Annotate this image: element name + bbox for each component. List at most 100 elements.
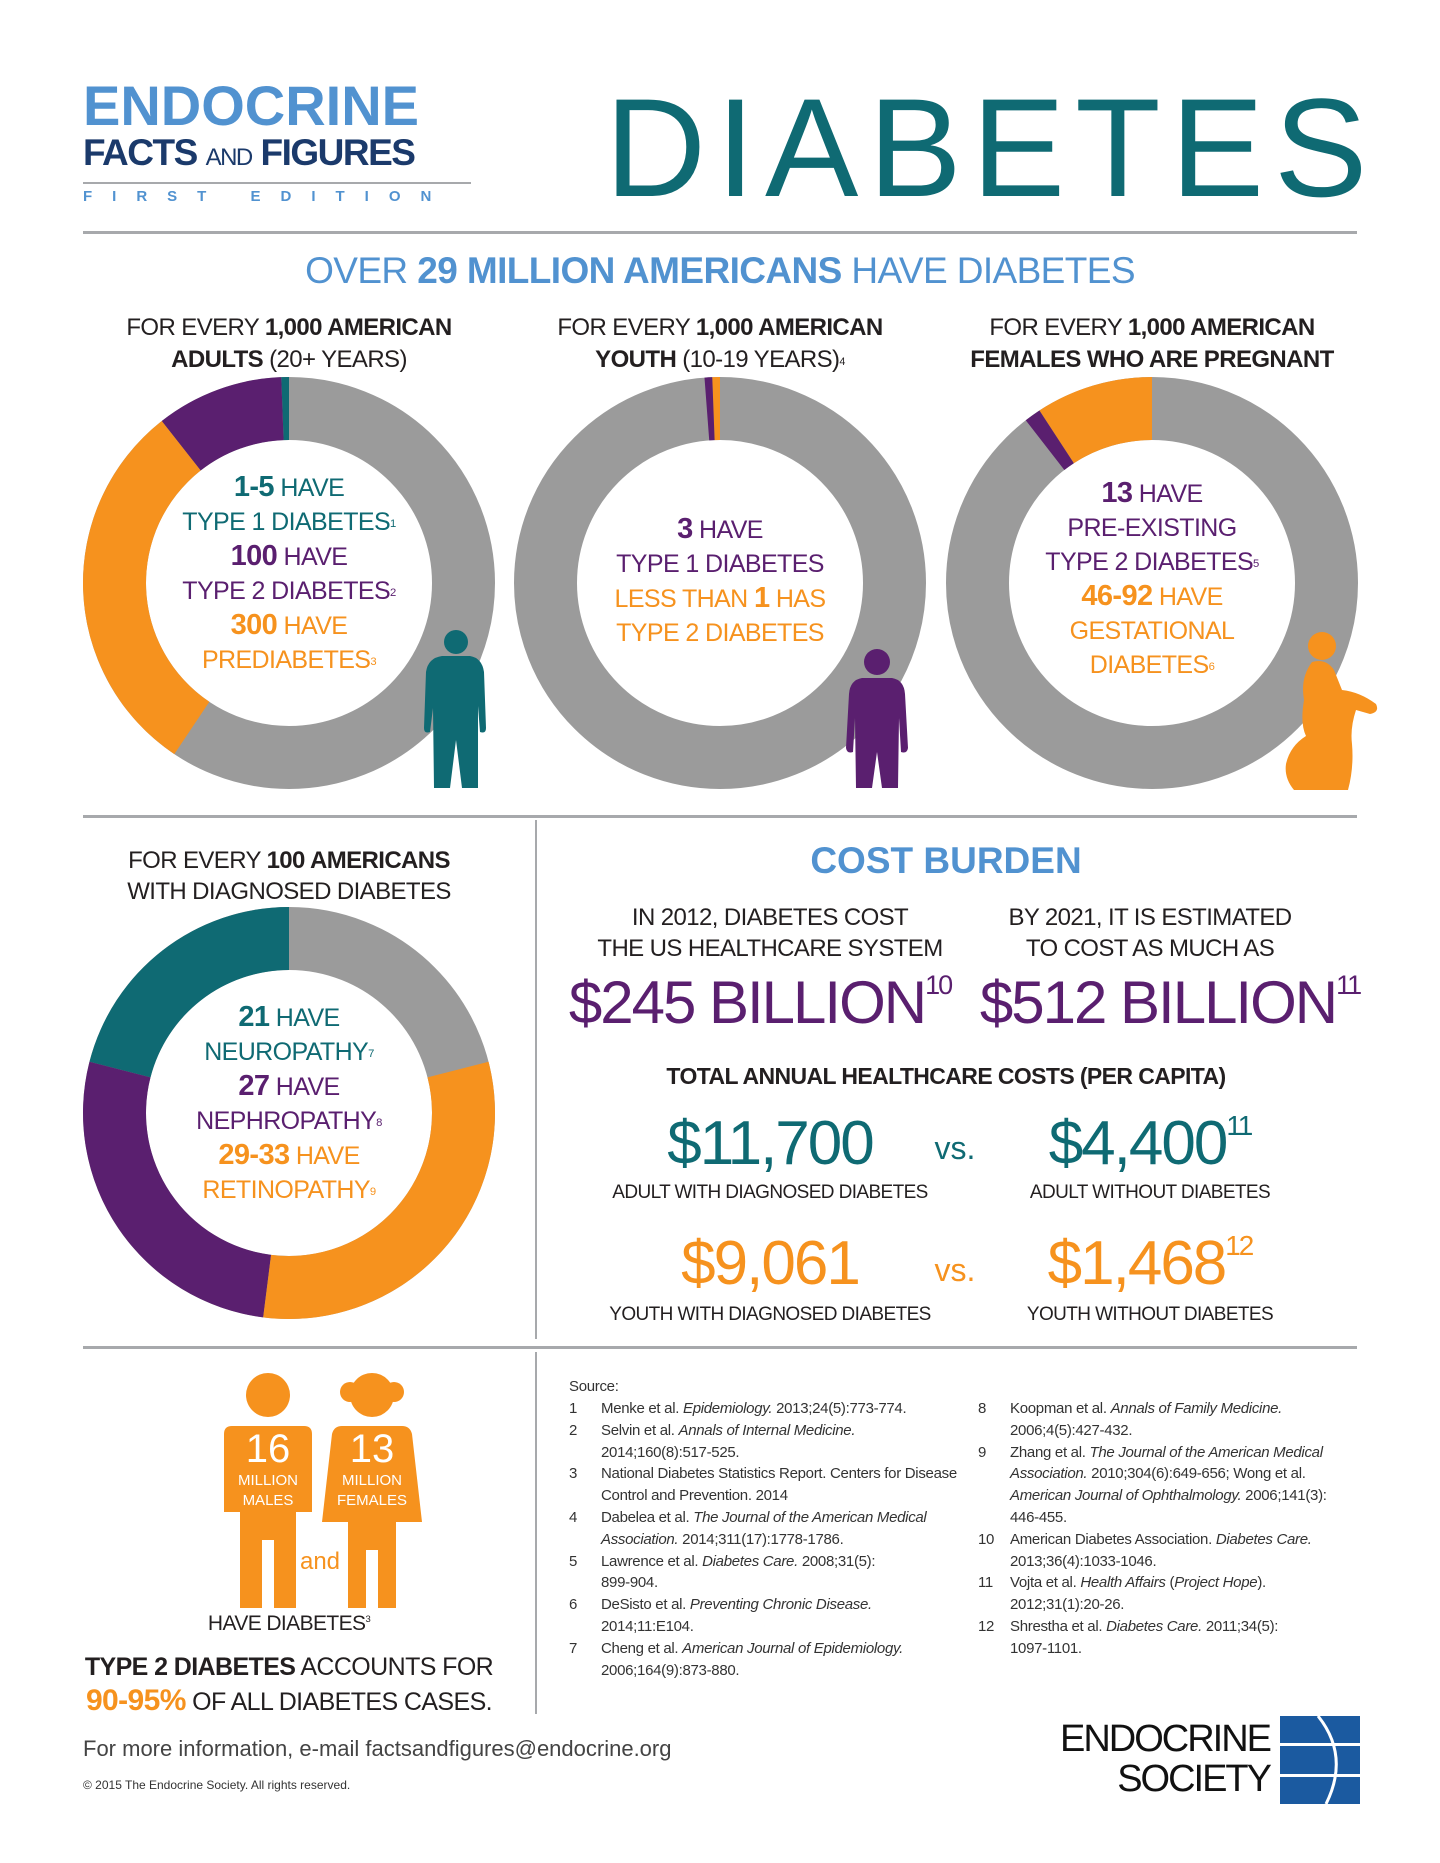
adult-with-label: ADULT WITH DIAGNOSED DIABETES [612, 1182, 928, 1203]
label-line: 29-33 HAVE [218, 1139, 360, 1171]
source-item: 7 Cheng et al. American Journal of Epidem… [569, 1639, 903, 1657]
label-line: 27 HAVE [238, 1070, 340, 1102]
donut-title: FOR EVERY 1,000 AMERICAN FEMALES WHO ARE … [970, 314, 1334, 373]
label-line: 100 HAVE [230, 540, 348, 572]
have-diabetes-label: HAVE DIABETES3 [207, 1612, 371, 1635]
donut-slice [161, 377, 284, 471]
adult-without-label: ADULT WITHOUT DIABETES [1029, 1182, 1271, 1203]
divider [83, 1346, 1357, 1349]
youth-with-cost: $9,061 [681, 1229, 861, 1298]
source-item: Association. 2014;311(17):1778-1786. [601, 1530, 844, 1548]
label-line: 13 HAVE [1101, 477, 1203, 509]
donut-center-label: 3 HAVE TYPE 1 DIABETES LESS THAN 1 HAS TYPE… [580, 512, 860, 650]
source-item: 2 Selvin et al. Annals of Internal Medici… [569, 1421, 856, 1439]
label-line: RETINOPATHY9 [202, 1176, 376, 1204]
source-item: 11 Vojta et al. Health Affairs (Project H… [978, 1574, 1266, 1592]
donut-center-label: 21 HAVE NEUROPATHY7 27 HAVE NEPHROPATHY8 29-… [149, 1000, 429, 1207]
divider [535, 1352, 537, 1714]
male-female-figures-icon [224, 1373, 422, 1608]
donut-slice [83, 1061, 272, 1318]
source-item: Association. 2010;304(6):649-656; Wong e… [1010, 1465, 1306, 1483]
pregnant-woman-silhouette-icon [1285, 632, 1378, 790]
divider [83, 231, 1357, 234]
endocrine-society-logo: ENDOCRINE SOCIETY [1010, 1716, 1360, 1806]
per-capita-title: TOTAL ANNUAL HEALTHCARE COSTS (PER CAPIT… [666, 1063, 1226, 1089]
source-item: American Journal of Ophthalmology. 2006;… [1010, 1487, 1327, 1505]
source-item: 12 Shrestha et al. Diabetes Care. 2011;34… [978, 1617, 1279, 1635]
donut-center-label: 13 HAVE PRE-EXISTING TYPE 2 DIABETES5 46-92… [1012, 476, 1292, 682]
child-silhouette-icon [846, 649, 908, 788]
endocrine-society-emblem-icon [1280, 1716, 1360, 1804]
youth-without-label: YOUTH WITHOUT DIABETES [1026, 1304, 1274, 1325]
source-item: 2014;160(8):517-525. [601, 1443, 740, 1461]
page-title: DIABETES [605, 69, 1378, 226]
label-line: TYPE 2 DIABETES [616, 619, 824, 647]
cost-2012-text: IN 2012, DIABETES COST THE US HEALTHCARE … [597, 904, 943, 962]
headline: OVER 29 MILLION AMERICANS HAVE DIABETES [305, 250, 1135, 291]
label-line: TYPE 2 DIABETES2 [182, 577, 396, 605]
label-line: TYPE 2 DIABETES5 [1045, 548, 1259, 576]
source-item: 4 Dabelea et al. The Journal of the Ameri… [569, 1508, 927, 1526]
type2-share: TYPE 2 DIABETES ACCOUNTS FOR 90-95% OF A… [84, 1653, 494, 1717]
donut-slice [1039, 377, 1152, 464]
source-item: 9 Zhang et al. The Journal of the America… [978, 1443, 1323, 1461]
source-item: 899-904. [601, 1574, 658, 1592]
label-line: PRE-EXISTING [1067, 514, 1237, 542]
label-line: 21 HAVE [238, 1001, 340, 1033]
series-logo-line1: ENDOCRINE [83, 74, 420, 137]
label-line: 1-5 HAVE [233, 471, 345, 503]
males-count: 16 MILLION MALES [237, 1427, 298, 1509]
cost-burden-title: COST BURDEN [810, 840, 1082, 881]
donut-title: FOR EVERY 1,000 AMERICAN YOUTH (10-19 YEA… [557, 314, 883, 373]
donut-slice [1025, 410, 1074, 471]
donut-slice [82, 421, 210, 755]
label-line: NEPHROPATHY8 [196, 1107, 382, 1135]
donut-chart [83, 907, 495, 1319]
source-item: 2006;4(5):427-432. [1010, 1421, 1133, 1439]
source-item: 8 Koopman et al. Annals of Family Medicin… [978, 1400, 1283, 1417]
series-logo-edition: FIRST EDITION [83, 188, 452, 205]
donut-slice [712, 377, 720, 441]
label-line: DIABETES6 [1089, 651, 1215, 679]
label-line: LESS THAN 1 HAS [614, 582, 827, 614]
adult-without-cost: $4,40011 [1048, 1109, 1254, 1178]
cost-2021-text: BY 2021, IT IS ESTIMATED TO COST AS MUCH … [1008, 904, 1292, 962]
divider [83, 815, 1357, 818]
source-item: 1097-1101. [1010, 1639, 1082, 1657]
label-line: TYPE 1 DIABETES1 [182, 508, 396, 536]
sources-label: Source: [569, 1378, 619, 1395]
contact-info: For more information, e-mail factsandfig… [83, 1736, 672, 1761]
divider [535, 820, 537, 1339]
females-count: 13 MILLION FEMALES [336, 1427, 408, 1509]
sources-column-2: 8 Koopman et al. Annals of Family Medicin… [978, 1398, 1358, 1660]
source-item: 2013;36(4):1033-1046. [1010, 1552, 1157, 1570]
source-item: 5 Lawrence et al. Diabetes Care. 2008;31(… [569, 1552, 876, 1570]
divider [83, 182, 471, 184]
donut-slice [704, 377, 715, 441]
series-logo: ENDOCRINE FACTS AND FIGURES FIRST EDITIO… [83, 74, 483, 205]
complications-title: FOR EVERY 100 AMERICANS WITH DIAGNOSED D… [127, 847, 451, 905]
label-line: 3 HAVE [677, 513, 763, 545]
and-label: and [299, 1548, 341, 1575]
source-item: 2006;164(9):873-880. [601, 1661, 740, 1679]
youth-without-cost: $1,46812 [1047, 1229, 1255, 1298]
source-item: 1 Menke et al. Epidemiology. 2013;24(5):7… [569, 1400, 907, 1417]
source-item: 2014;11:E104. [601, 1617, 694, 1635]
series-logo-line2: FACTS AND FIGURES [83, 132, 416, 173]
source-item: 6 DeSisto et al. Preventing Chronic Disea… [569, 1596, 872, 1614]
vs-label: vs. [934, 1130, 976, 1166]
source-item: 10 American Diabetes Association. Diabete… [978, 1530, 1312, 1548]
donut-center-label: 1-5 HAVE TYPE 1 DIABETES1 100 HAVE TYPE 2 D… [149, 470, 429, 677]
donut-title: FOR EVERY 1,000 AMERICAN ADULTS (20+ YEAR… [126, 314, 452, 373]
cost-2012-amount: $245 BILLION10 [568, 969, 953, 1036]
label-line: PREDIABETES3 [201, 646, 377, 674]
donut-slice [281, 377, 289, 441]
source-item: 446-455. [1010, 1508, 1067, 1526]
cost-2021-amount: $512 BILLION11 [979, 969, 1362, 1036]
donut-chart [514, 377, 926, 789]
donut-slice [89, 907, 290, 1078]
donut-chart [82, 377, 495, 789]
youth-with-label: YOUTH WITH DIAGNOSED DIABETES [609, 1304, 931, 1325]
adult-with-cost: $11,700 [667, 1109, 875, 1178]
